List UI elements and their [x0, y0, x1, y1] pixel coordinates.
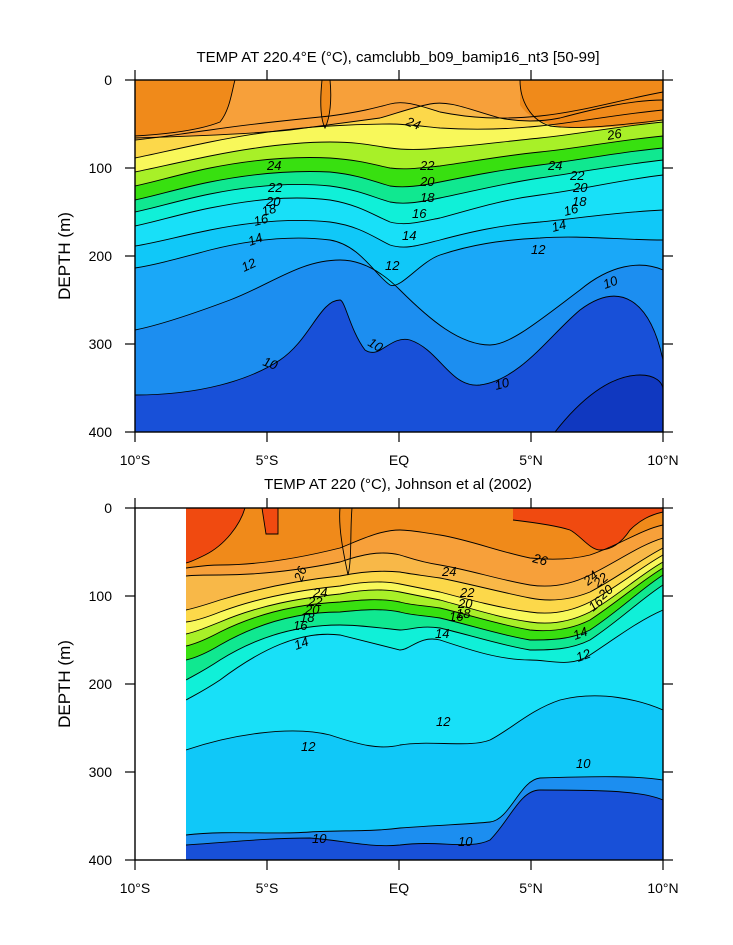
contour-label-20: 20 [265, 194, 281, 209]
contour-label-20a: 20 [304, 602, 320, 617]
contour-label-22a: 22 [307, 594, 323, 609]
contour-label-18b: 18 [456, 606, 471, 621]
contour-label-24a: 24 [403, 113, 423, 132]
contour-label-16: 16 [252, 210, 271, 228]
contour-label-14c: 14 [571, 624, 590, 643]
contour-label-16b: 16 [449, 609, 464, 624]
contour-label-26: 26 [605, 126, 624, 144]
contour-label-18a: 18 [300, 610, 315, 625]
x-tick-label-5s: 5°S [256, 452, 279, 468]
contour-label-14c: 14 [550, 217, 568, 235]
fill-26b [520, 80, 663, 128]
contour-lines [135, 80, 663, 432]
contour-label-24c: 24 [547, 158, 562, 173]
y-tick-label-0: 0 [104, 500, 112, 516]
contour-label-22b: 22 [419, 158, 435, 173]
contour-label-22: 22 [267, 180, 283, 195]
x-axis: 10°S 5°S EQ 5°N 10°N [120, 70, 679, 468]
y-tick-label-200: 200 [89, 248, 113, 264]
contour-label-10a: 10 [576, 756, 591, 771]
contour-field: 26 26 24 24 22 22 20 20 18 18 16 16 14 1… [186, 508, 663, 860]
y-tick-label-300: 300 [89, 336, 113, 352]
contour-label-26a: 26 [290, 564, 310, 584]
contour-label-14b: 14 [435, 626, 449, 641]
y-tick-label-0: 0 [104, 72, 112, 88]
contour-label-20b: 20 [419, 174, 435, 189]
chart-title: TEMP AT 220 (°C), Johnson et al (2002) [264, 476, 532, 493]
contour-label-18: 18 [260, 200, 279, 218]
x-tick-label-eq: EQ [389, 880, 409, 896]
contour-label-10c: 10 [458, 834, 473, 849]
y-tick-label-400: 400 [89, 424, 113, 440]
y-tick-label-300: 300 [89, 764, 113, 780]
contour-label-12: 12 [239, 255, 259, 275]
contour-lines [186, 508, 663, 847]
contour-label-26b: 26 [530, 550, 550, 569]
contour-field: 24 24 22 20 18 16 14 12 22 20 18 16 14 1… [135, 80, 663, 432]
contour-label-10a: 10 [601, 273, 620, 292]
x-tick-label-10s: 10°S [120, 452, 151, 468]
x-tick-label-eq: EQ [389, 452, 409, 468]
contour-label-22b: 22 [459, 585, 475, 600]
y-axis-title: DEPTH (m) [55, 212, 74, 300]
panel-observed: TEMP AT 220 (°C), Johnson et al (2002) [55, 476, 679, 896]
x-tick-label-10n: 10°N [647, 452, 678, 468]
contour-label-10b: 10 [312, 831, 327, 846]
contour-label-12c: 12 [531, 242, 546, 257]
contour-label-14: 14 [246, 230, 265, 249]
fill-deep-bottom [555, 375, 663, 432]
fill-28a [186, 508, 245, 563]
contour-label-24a: 24 [441, 564, 456, 579]
x-tick-label-5s: 5°S [256, 880, 279, 896]
contour-label-20b: 20 [457, 596, 473, 611]
y-axis-title: DEPTH (m) [55, 640, 74, 728]
fill-26a [135, 80, 235, 136]
panel-model: TEMP AT 220.4°E (°C), camclubb_b09_bamip… [55, 49, 679, 468]
y-axis: 0 100 200 300 400 DEPTH (m) [55, 72, 673, 440]
fill-28b [513, 508, 663, 550]
contour-label-12a: 12 [574, 646, 593, 665]
contour-label-14a: 14 [292, 634, 311, 653]
contour-label-16b: 16 [412, 206, 427, 221]
chart-title: TEMP AT 220.4°E (°C), camclubb_b09_bamip… [196, 49, 599, 66]
fill-28c [262, 508, 278, 534]
y-tick-label-100: 100 [89, 160, 113, 176]
y-tick-label-100: 100 [89, 588, 113, 604]
contour-label-16a: 16 [293, 618, 308, 633]
contour-label-10b: 10 [261, 354, 280, 373]
contour-label-24b: 24 [266, 158, 281, 173]
contour-label-22c: 22 [569, 168, 585, 183]
contour-label-20c: 20 [572, 180, 588, 195]
contour-labels: 26 26 24 24 22 22 20 20 18 18 16 16 14 1… [290, 550, 616, 849]
x-tick-label-5n: 5°N [519, 452, 543, 468]
x-axis: 10°S 5°S EQ 5°N 10°N [120, 498, 679, 896]
y-tick-label-400: 400 [89, 852, 113, 868]
contour-label-14b: 14 [402, 228, 416, 243]
contour-label-12c: 12 [301, 739, 316, 754]
contour-label-12b: 12 [385, 258, 400, 273]
contour-label-18b: 18 [420, 190, 435, 205]
x-tick-label-10n: 10°N [647, 880, 678, 896]
y-tick-label-200: 200 [89, 676, 113, 692]
contour-label-24b: 24 [312, 585, 327, 600]
contour-label-12b: 12 [436, 714, 451, 729]
contour-label-10d: 10 [493, 374, 512, 392]
x-tick-label-10s: 10°S [120, 880, 151, 896]
x-tick-label-5n: 5°N [519, 880, 543, 896]
y-axis: 0 100 200 300 400 DEPTH (m) [55, 500, 673, 868]
contour-label-18c: 18 [572, 194, 587, 209]
contour-label-16c: 16 [562, 200, 581, 218]
